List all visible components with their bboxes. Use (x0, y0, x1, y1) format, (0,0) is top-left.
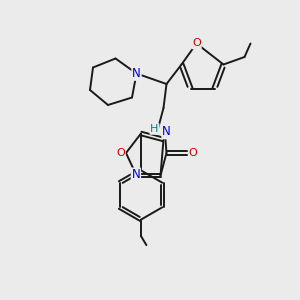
Text: N: N (132, 67, 141, 80)
Text: N: N (162, 125, 171, 139)
Text: H: H (150, 124, 159, 134)
Text: O: O (116, 148, 125, 158)
Text: N: N (131, 168, 140, 182)
Text: O: O (192, 38, 201, 49)
Text: O: O (188, 148, 197, 158)
